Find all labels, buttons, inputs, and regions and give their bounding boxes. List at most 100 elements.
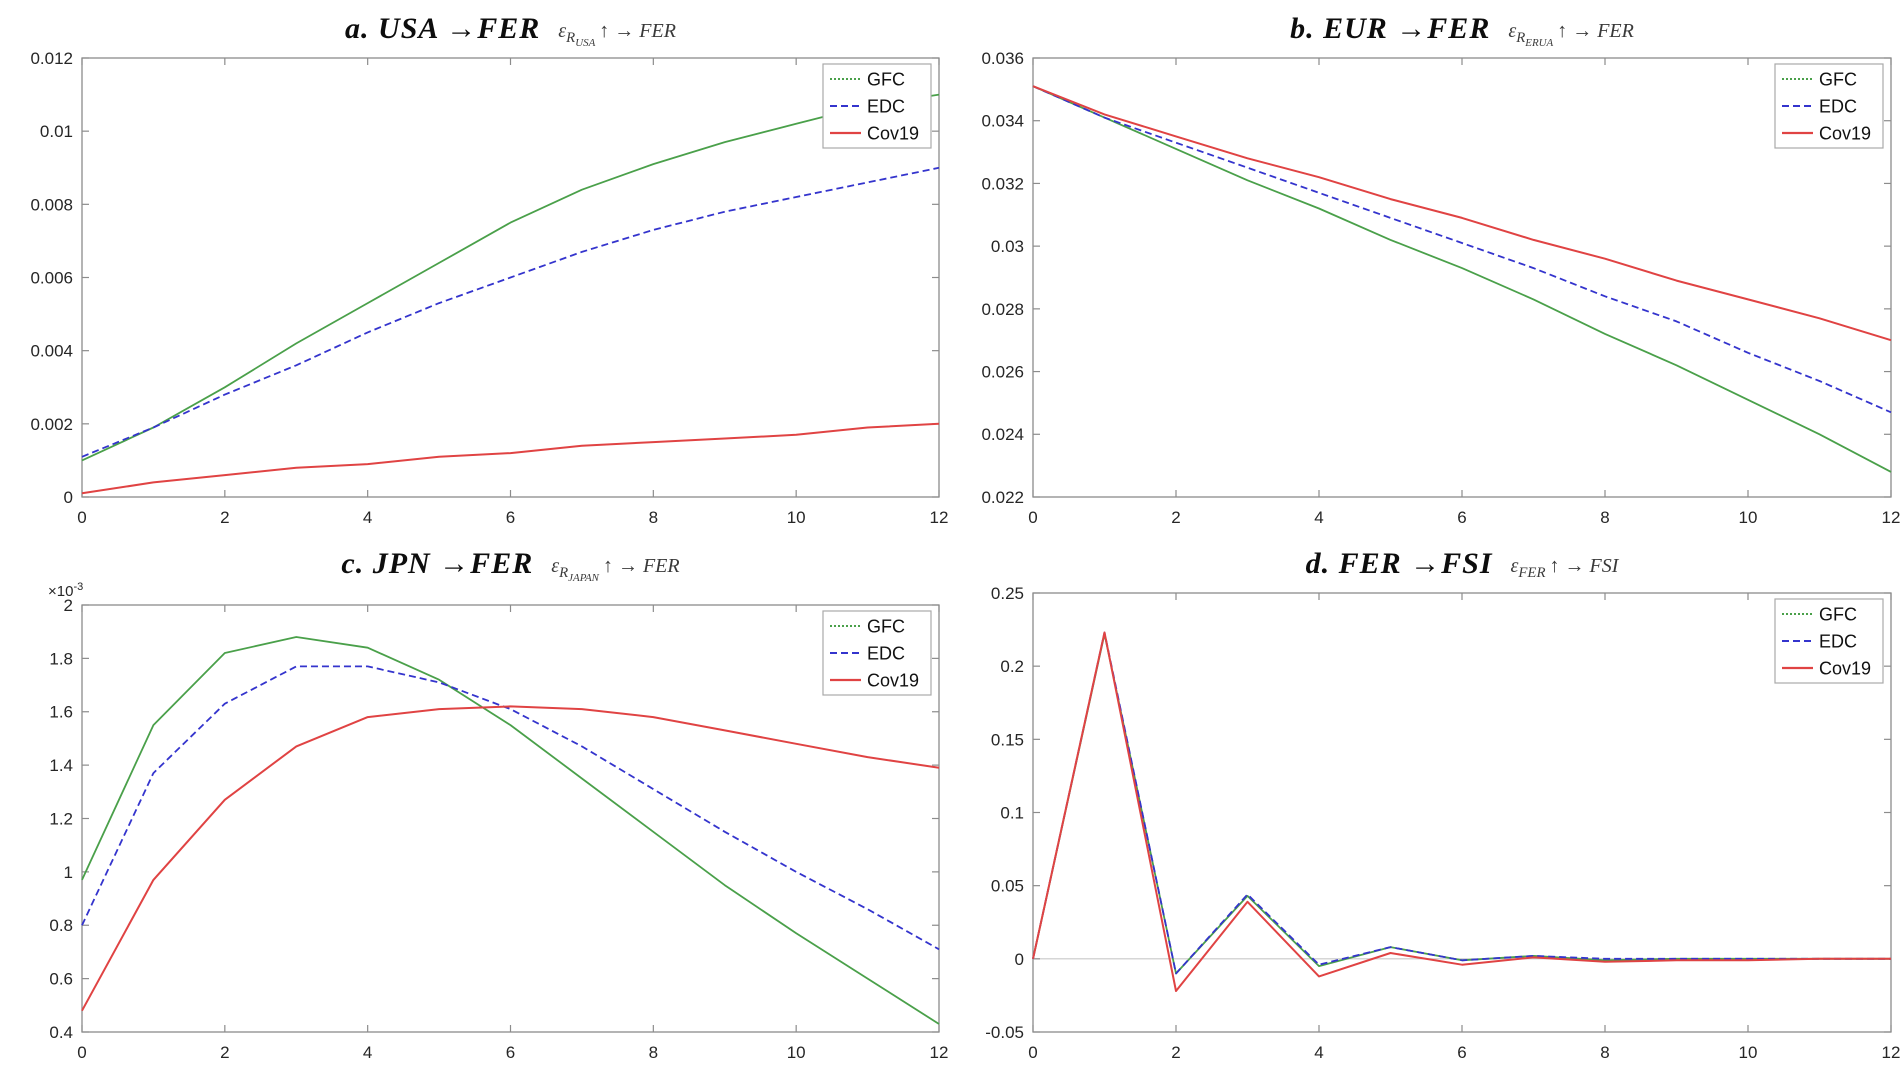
series-edc-line <box>81 166 940 458</box>
series-edc-line <box>1032 85 1892 414</box>
y-tick-label: 0.002 <box>30 415 73 434</box>
axes-box <box>1032 57 1892 498</box>
x-tick-label: 4 <box>363 508 372 527</box>
panel-b-title-main: b. EUR →FER <box>1290 12 1491 45</box>
x-tick-label: 12 <box>930 508 949 527</box>
y-exponent-label: ×10-3 <box>48 581 83 600</box>
series-cov19-line <box>1032 631 1891 992</box>
series-cov19-line <box>81 705 940 1012</box>
x-tick-label: 4 <box>363 1043 372 1062</box>
x-tick-label: 12 <box>1882 508 1901 527</box>
y-tick-label: 0 <box>1015 950 1024 969</box>
y-tick-label: 1.4 <box>49 756 73 775</box>
panel-d-chart: 0 2 4 6 8 10 12-0.0500.050.10.150.20.25GFCEDCC… <box>985 584 1901 1062</box>
panel-c-jpn-fer: c. JPN →FER εRJAPAN↑ → FER 0 2 4 6 8 10 12 0.4 0… <box>0 535 951 1070</box>
x-tick-label: 8 <box>1600 1043 1609 1062</box>
y-tick-label: 0.026 <box>981 363 1024 382</box>
x-tick-label: 12 <box>930 1043 949 1062</box>
x-tick-label: 4 <box>1314 1043 1323 1062</box>
panel-a-chart: 0 2 4 6 8 10 12 0 0.002 0.004 0.006 0.008 0.01 0.012 G… <box>30 49 949 527</box>
x-tick-label: 8 <box>1600 508 1609 527</box>
y-tick-label: -0.05 <box>985 1023 1024 1042</box>
x-tick-label: 6 <box>506 1043 515 1062</box>
series-gfc-line <box>1032 85 1892 473</box>
axis-ticks <box>1032 592 1892 1033</box>
x-tick-label: 8 <box>649 508 658 527</box>
panel-c-chart: 0 2 4 6 8 10 120.40.60.811.21.41.61.82×10-3GFC… <box>48 581 949 1062</box>
panel-b-title-formula: εRERUA↑ → FER <box>1508 20 1634 50</box>
panel-c-title: c. JPN →FER εRJAPAN↑ → FER <box>0 535 951 584</box>
x-tick-label: 6 <box>506 508 515 527</box>
panel-c-title-main: c. JPN →FER <box>341 547 534 580</box>
x-tick-label: 0 <box>1028 1043 1037 1062</box>
panel-a-title-main: a. USA →FER <box>345 12 541 45</box>
y-tick-label: 0.034 <box>981 112 1024 131</box>
series-gfc-line <box>81 636 940 1025</box>
x-tick-label: 10 <box>1739 508 1758 527</box>
legend-label-edc: EDC <box>867 96 905 116</box>
legend-label-edc: EDC <box>1819 631 1857 651</box>
axis-ticks <box>81 57 940 498</box>
y-tick-label: 0 <box>64 488 73 507</box>
legend-label-gfc: GFC <box>1819 69 1857 89</box>
series-edc-line <box>81 665 940 951</box>
y-tick-label: 0.8 <box>49 916 73 935</box>
y-tick-label: 0.15 <box>991 730 1024 749</box>
series-edc-line <box>1032 631 1891 975</box>
panel-a-title: a. USA →FER εRUSA↑ → FER <box>0 0 951 49</box>
y-tick-label: 2 <box>64 596 73 615</box>
x-tick-label: 2 <box>1171 508 1180 527</box>
y-tick-label: 0.004 <box>30 342 73 361</box>
panel-b-chart: 0 2 4 6 8 10 12 0.022 0.024 0.026 0.028 0.03 0.032 0.… <box>981 49 1901 527</box>
axis-ticks <box>1032 57 1892 498</box>
legend-label-cov19: Cov19 <box>867 670 919 690</box>
y-tick-label: 0.2 <box>1000 657 1024 676</box>
y-tick-label: 0.05 <box>991 877 1024 896</box>
x-tick-label: 8 <box>649 1043 658 1062</box>
axes-box <box>1032 592 1892 1033</box>
y-tick-label: 0.6 <box>49 970 73 989</box>
y-tick-label: 1.6 <box>49 703 73 722</box>
x-tick-label: 12 <box>1882 1043 1901 1062</box>
panel-d-fer-fsi: d. FER →FSI εFER ↑ → FSI 0 2 4 6 8 10 12 -0.05 0 0… <box>951 535 1903 1070</box>
panel-c-title-formula: εRJAPAN↑ → FER <box>551 555 680 585</box>
legend-label-cov19: Cov19 <box>867 123 919 143</box>
y-tick-label: 0.01 <box>40 122 73 141</box>
y-tick-label: 0.036 <box>981 49 1024 68</box>
y-tick-label: 1 <box>64 863 73 882</box>
y-tick-label: 1.2 <box>49 809 73 828</box>
panel-a-title-formula: εRUSA↑ → FER <box>558 20 676 50</box>
y-tick-label: 0.024 <box>981 425 1024 444</box>
x-tick-label: 10 <box>1739 1043 1758 1062</box>
x-tick-label: 4 <box>1314 508 1323 527</box>
legend: GFC EDC Cov19 <box>822 610 932 696</box>
y-tick-label: 0.022 <box>981 488 1024 507</box>
x-tick-label: 2 <box>220 1043 229 1062</box>
x-tick-label: 10 <box>787 1043 806 1062</box>
x-tick-label: 6 <box>1457 1043 1466 1062</box>
panel-b-title: b. EUR →FER εRERUA↑ → FER <box>951 0 1903 49</box>
panel-d-title-formula: εFER ↑ → FSI <box>1510 555 1619 582</box>
x-tick-label: 0 <box>77 1043 86 1062</box>
x-tick-label: 0 <box>77 508 86 527</box>
panel-a-usa-fer: a. USA →FER εRUSA↑ → FER 0 2 4 6 8 10 12 0 0.002… <box>0 0 951 535</box>
legend: GFC EDC Cov19 <box>822 63 932 149</box>
y-tick-label: 0.4 <box>49 1023 73 1042</box>
y-tick-label: 0.008 <box>30 195 73 214</box>
legend-label-cov19: Cov19 <box>1819 123 1871 143</box>
y-tick-label: 0.1 <box>1000 803 1024 822</box>
y-tick-label: 0.25 <box>991 584 1024 603</box>
x-tick-label: 0 <box>1028 508 1037 527</box>
x-tick-label: 6 <box>1457 508 1466 527</box>
series-cov19-line <box>81 422 940 495</box>
legend-label-gfc: GFC <box>1819 604 1857 624</box>
x-tick-label: 2 <box>220 508 229 527</box>
legend-label-gfc: GFC <box>867 69 905 89</box>
y-tick-label: 1.8 <box>49 649 73 668</box>
y-tick-label: 0.032 <box>981 174 1024 193</box>
x-tick-label: 10 <box>787 508 806 527</box>
panel-b-eur-fer: b. EUR →FER εRERUA↑ → FER 0 2 4 6 8 10 12 0.022… <box>951 0 1903 535</box>
panel-d-title-main: d. FER →FSI <box>1305 547 1493 580</box>
legend: GFC EDC Cov19 <box>1774 63 1884 149</box>
